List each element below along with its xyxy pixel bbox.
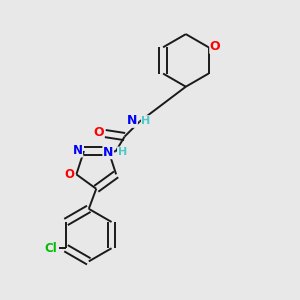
- Text: O: O: [93, 126, 104, 139]
- Text: N: N: [127, 114, 137, 127]
- Text: O: O: [65, 169, 75, 182]
- Text: O: O: [210, 40, 220, 53]
- Text: Cl: Cl: [45, 242, 58, 255]
- Text: H: H: [118, 147, 127, 157]
- Text: H: H: [142, 116, 151, 126]
- Text: N: N: [103, 146, 113, 159]
- Text: N: N: [72, 144, 82, 157]
